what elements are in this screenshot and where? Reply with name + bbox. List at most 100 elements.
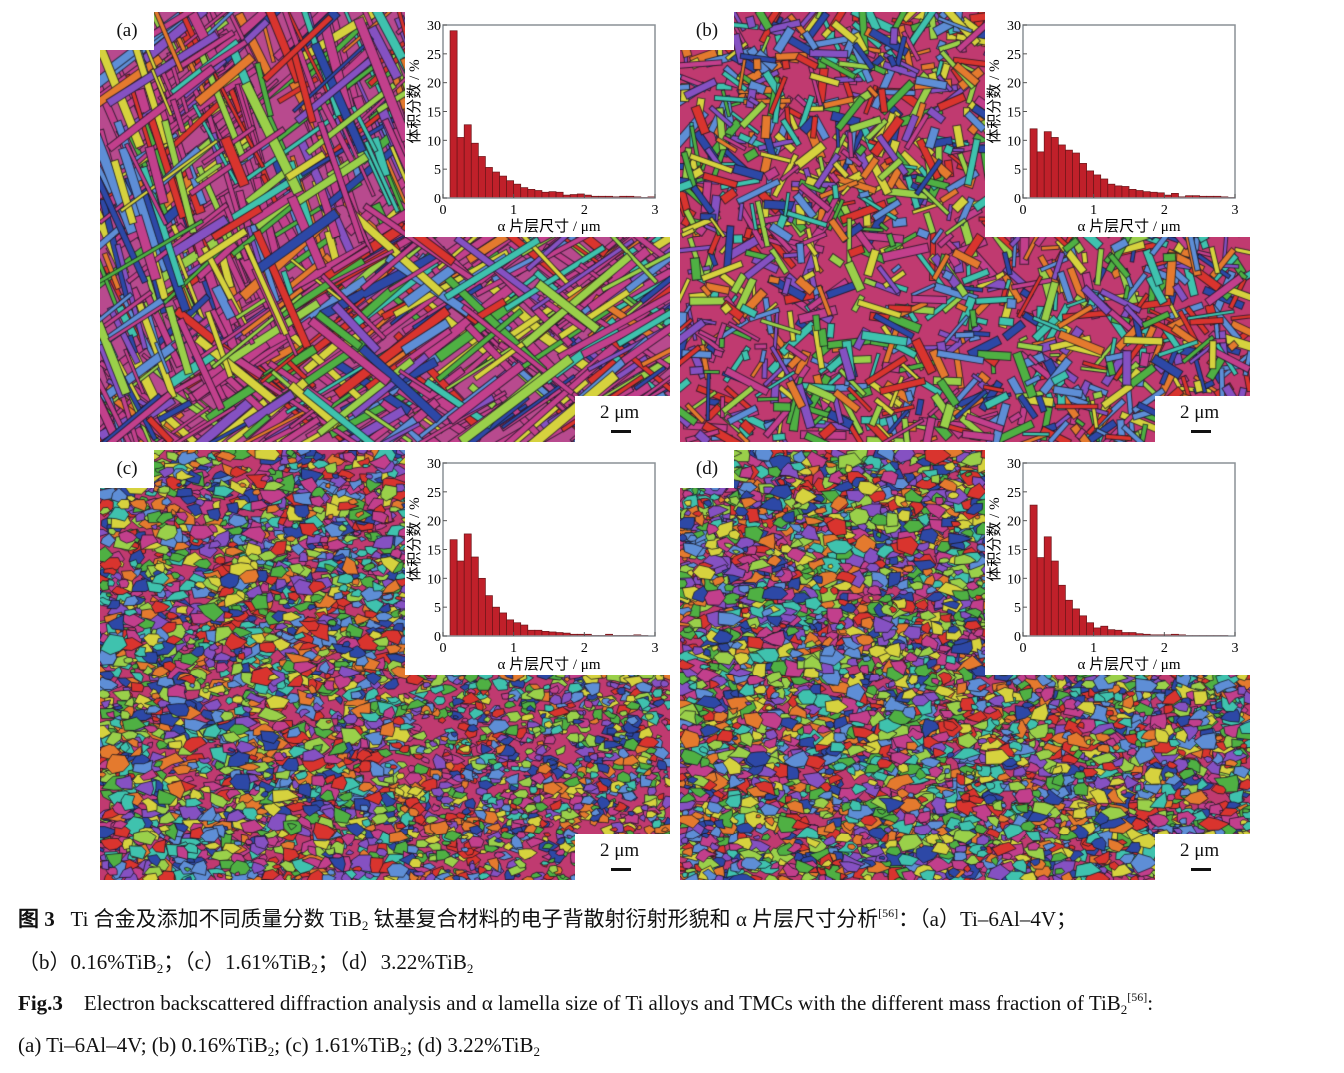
ebsd-panel: (b) 2 μm 0 5 10 15 20 25 30 0 1 2 3 α 片层尺寸 / μm 体积分数 /… — [680, 12, 1250, 442]
scale-bar-label: 2 μm — [600, 402, 640, 423]
histogram-bar — [456, 560, 465, 637]
histogram-inset: 0 5 10 15 20 25 30 0 1 2 3 α 片层尺寸 / μm 体积分数 / % — [405, 12, 670, 237]
histogram-bar — [1149, 191, 1158, 199]
y-tick-label: 25 — [427, 486, 441, 501]
histogram-bar — [1086, 622, 1095, 637]
x-tick-label: 0 — [440, 641, 447, 656]
caption-text: ：（a）Ti–6Al–4V； — [898, 907, 1078, 931]
citation-superscript: [56] — [878, 906, 899, 920]
y-tick-label: 5 — [1014, 163, 1021, 178]
histogram-bar — [1029, 504, 1038, 637]
caption-text: (a) Ti–6Al–4V; (b) 0.16%TiB — [18, 1033, 268, 1057]
caption-text: ; (d) 3.22%TiB — [406, 1033, 534, 1057]
y-tick-label: 0 — [1014, 630, 1021, 645]
figure-number: Fig.3 — [18, 991, 63, 1015]
histogram-bar — [1050, 560, 1059, 637]
panel-label: (c) — [100, 450, 154, 488]
histogram-bar — [513, 183, 522, 199]
x-axis-label: α 片层尺寸 / μm — [1078, 218, 1181, 235]
histogram-bar — [1050, 137, 1059, 199]
histogram-bar — [513, 622, 522, 637]
histogram-bar — [506, 619, 515, 637]
y-tick-label: 10 — [427, 134, 441, 149]
histogram-bar — [527, 629, 536, 637]
scale-bar — [611, 430, 631, 433]
scale-bar-box: 2 μm — [1155, 396, 1250, 442]
x-tick-label: 0 — [440, 203, 447, 218]
histogram-bar — [470, 142, 479, 199]
histogram-bar — [527, 189, 536, 199]
histogram-bar — [470, 556, 479, 637]
x-tick-label: 2 — [1161, 203, 1168, 218]
histogram-bar — [449, 30, 458, 199]
histogram-inset: 0 5 10 15 20 25 30 0 1 2 3 α 片层尺寸 / μm 体积分数 / % — [405, 450, 670, 675]
figure-number: 图 3 — [18, 907, 55, 931]
y-tick-label: 0 — [434, 192, 441, 207]
histogram-bar — [1079, 163, 1087, 199]
x-tick-label: 0 — [1020, 203, 1027, 218]
histogram-bar — [1107, 629, 1116, 637]
histogram-bar — [1057, 584, 1066, 637]
histogram-chart: 0 5 10 15 20 25 30 0 1 2 3 α 片层尺寸 / μm 体积分数 / % — [986, 457, 1239, 673]
y-tick-label: 25 — [427, 48, 441, 63]
scale-bar-label: 2 μm — [1180, 402, 1220, 423]
y-tick-label: 10 — [427, 572, 441, 587]
x-tick-label: 2 — [581, 203, 588, 218]
x-tick-label: 2 — [581, 641, 588, 656]
subscript: 2 — [361, 918, 369, 933]
x-axis-label: α 片层尺寸 / μm — [1078, 656, 1181, 673]
y-axis-label: 体积分数 / % — [986, 59, 1003, 143]
caption-line: （b）0.16%TiB2；（c）1.61%TiB2；（d）3.22%TiB2 — [18, 946, 473, 977]
ebsd-panel: (c) 2 μm 0 5 10 15 20 25 30 0 1 2 3 α 片层尺寸 / μm 体积分数 /… — [100, 450, 670, 880]
histogram-bar — [1043, 536, 1052, 637]
subscript: 2 — [311, 961, 318, 976]
histogram-bar — [1029, 128, 1038, 199]
histogram-bar — [548, 191, 557, 199]
x-tick-label: 2 — [1161, 641, 1168, 656]
caption-line: (a) Ti–6Al–4V; (b) 0.16%TiB2; (c) 1.61%T… — [18, 1033, 540, 1060]
histogram-bar — [1065, 149, 1073, 199]
caption-text: （b）0.16%TiB — [18, 950, 157, 974]
histogram-bar — [555, 191, 564, 199]
caption-line: Fig.3 Electron backscattered diffraction… — [18, 990, 1153, 1018]
histogram-bar — [463, 533, 472, 637]
histogram-bar — [1135, 190, 1144, 199]
y-tick-label: 0 — [434, 630, 441, 645]
histogram-bar — [1036, 557, 1045, 637]
panel-label: (a) — [100, 12, 154, 50]
y-tick-label: 0 — [1014, 192, 1021, 207]
histogram-bar — [506, 180, 515, 199]
y-tick-label: 15 — [1007, 106, 1021, 121]
x-tick-label: 1 — [510, 203, 517, 218]
x-tick-label: 1 — [510, 641, 517, 656]
y-tick-label: 20 — [427, 515, 441, 530]
histogram-bar — [1072, 152, 1080, 199]
histogram-bar — [1057, 144, 1066, 199]
subscript: 2 — [267, 1044, 275, 1059]
scale-bar — [1191, 868, 1211, 871]
histogram-bar — [1100, 625, 1109, 637]
caption-line: 图 3 Ti 合金及添加不同质量分数 TiB2 钛基复合材料的电子背散射衍射形貌… — [18, 903, 1077, 934]
y-tick-label: 15 — [427, 106, 441, 121]
histogram-bar — [492, 606, 500, 637]
histogram-bar — [477, 577, 486, 637]
histogram-bar — [1079, 615, 1087, 637]
histogram-bar — [1065, 599, 1073, 637]
histogram-bar — [485, 595, 493, 637]
histogram-bar — [1093, 174, 1102, 199]
x-tick-label: 1 — [1090, 203, 1097, 218]
x-axis-label: α 片层尺寸 / μm — [498, 218, 601, 235]
histogram-bar — [485, 167, 493, 199]
y-tick-label: 10 — [1007, 572, 1021, 587]
panel-label: (d) — [680, 450, 734, 488]
histogram-bar — [1142, 191, 1151, 199]
scale-bar — [611, 868, 631, 871]
subscript: 2 — [533, 1044, 541, 1059]
scale-bar — [1191, 430, 1211, 433]
caption-text: Ti 合金及添加不同质量分数 TiB — [54, 907, 362, 931]
y-tick-label: 20 — [1007, 77, 1021, 92]
y-tick-label: 25 — [1007, 486, 1021, 501]
subscript: 2 — [400, 1044, 407, 1059]
y-tick-label: 15 — [427, 544, 441, 559]
histogram-bar — [449, 539, 458, 637]
